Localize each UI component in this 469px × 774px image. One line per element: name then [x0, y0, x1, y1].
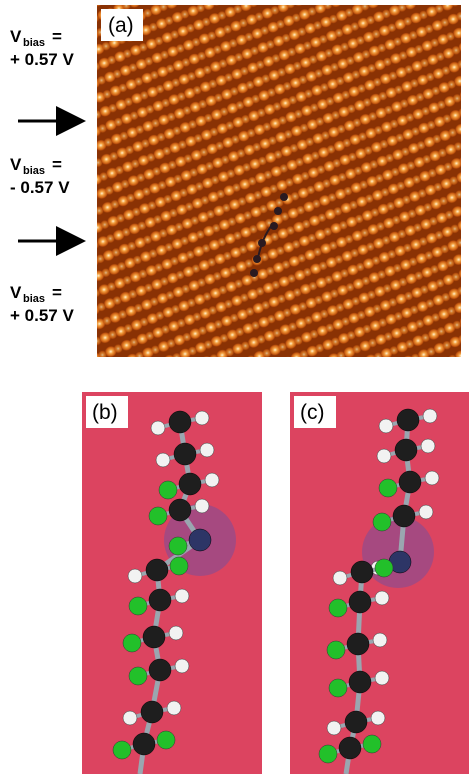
atom — [332, 570, 348, 586]
atom — [420, 438, 436, 454]
stm-image — [97, 5, 461, 357]
atom — [166, 700, 182, 716]
atom — [394, 438, 418, 462]
atom — [178, 472, 202, 496]
atom — [374, 670, 390, 686]
atom — [128, 596, 148, 616]
bias-value: + 0.57 V — [10, 306, 74, 325]
atom — [199, 442, 215, 458]
bias-equals: = — [52, 155, 62, 174]
atom — [174, 658, 190, 674]
panel-label: (a) — [108, 14, 134, 37]
atom — [169, 556, 189, 576]
atom — [155, 452, 171, 468]
bias-subscript: bias — [23, 37, 45, 49]
label-box — [86, 396, 128, 428]
atom — [370, 710, 386, 726]
atom — [376, 448, 392, 464]
atom — [328, 598, 348, 618]
atom — [145, 558, 169, 582]
atom — [173, 442, 197, 466]
atom — [168, 536, 188, 556]
label-box — [294, 396, 336, 428]
atom — [378, 478, 398, 498]
bias-subscript: bias — [23, 293, 45, 305]
panel-label: (c) — [300, 401, 325, 424]
atom — [140, 700, 164, 724]
atom — [168, 498, 192, 522]
atom — [344, 710, 368, 734]
atom — [148, 506, 168, 526]
atom — [127, 568, 143, 584]
atom — [204, 472, 220, 488]
atom — [350, 560, 374, 584]
bias-symbol: V — [10, 283, 22, 302]
photo-b — [82, 392, 262, 774]
atom — [372, 512, 392, 532]
bias-symbol: V — [10, 27, 22, 46]
atom — [168, 410, 192, 434]
bias-subscript: bias — [23, 165, 45, 177]
atom — [142, 625, 166, 649]
atom — [348, 590, 372, 614]
atom — [372, 632, 388, 648]
bias-equals: = — [52, 27, 62, 46]
atom — [422, 408, 438, 424]
atom — [188, 528, 212, 552]
atom — [424, 470, 440, 486]
atom — [122, 633, 142, 653]
molecule-model — [112, 410, 236, 774]
atom — [392, 504, 416, 528]
bias-symbol: V — [10, 155, 22, 174]
atom — [326, 640, 346, 660]
atom — [194, 410, 210, 426]
molecule-model — [318, 408, 440, 774]
atom — [378, 418, 394, 434]
bias-value: - 0.57 V — [10, 178, 70, 197]
atom — [132, 732, 156, 756]
atom — [346, 632, 370, 656]
atom — [148, 658, 172, 682]
atom — [148, 588, 172, 612]
atom — [396, 408, 420, 432]
panel-label: (b) — [92, 401, 118, 424]
atom — [168, 625, 184, 641]
atom — [156, 730, 176, 750]
atom — [112, 740, 132, 760]
bias-value: + 0.57 V — [10, 50, 74, 69]
atom — [374, 590, 390, 606]
atom — [194, 498, 210, 514]
atom — [338, 736, 362, 760]
atom — [328, 678, 348, 698]
label-box — [101, 9, 143, 41]
atom — [318, 744, 338, 764]
atom — [326, 720, 342, 736]
atom — [362, 734, 382, 754]
atom — [398, 470, 422, 494]
atom — [128, 666, 148, 686]
atom — [348, 670, 372, 694]
atom — [374, 558, 394, 578]
atom — [122, 710, 138, 726]
atom — [150, 420, 166, 436]
atom — [174, 588, 190, 604]
atom — [158, 480, 178, 500]
bias-equals: = — [52, 283, 62, 302]
atom — [418, 504, 434, 520]
stm-texture — [97, 5, 461, 357]
